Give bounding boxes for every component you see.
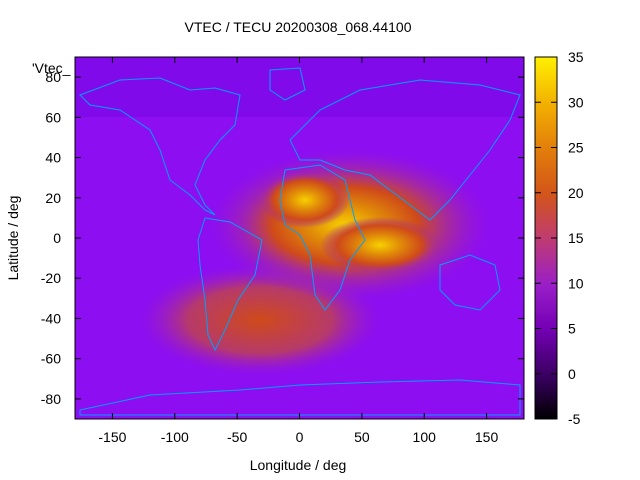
series-key: 'Vtec_: [32, 60, 71, 76]
y-tick-label: 20: [45, 190, 61, 206]
colorbar-tick-label: 15: [568, 230, 584, 246]
coastline-africa: [279, 164, 366, 311]
x-tick-label: -150: [98, 429, 126, 445]
heatmap-field: [75, 57, 524, 419]
colorbar-tick-label: 0: [568, 366, 576, 382]
heatmap-region: [320, 217, 440, 273]
coastline-australia: [439, 254, 501, 311]
y-axis-label: Latitude / deg: [5, 196, 21, 281]
y-tick-label: 80: [45, 69, 61, 85]
x-tick-label: 100: [413, 429, 437, 445]
colorbar-tick-label: 5: [568, 321, 576, 337]
x-axis: -150 -100 -50 0 50 100 150: [98, 57, 498, 445]
colorbar-tick-label: -5: [568, 411, 581, 427]
y-tick-label: -60: [41, 351, 61, 367]
y-tick-label: -20: [41, 270, 61, 286]
y-axis: -80 -60 -40 -20 0 20 40 60 80: [41, 69, 524, 407]
colorbar-tick-label: 25: [568, 140, 584, 156]
coastline-north-america: [79, 77, 241, 216]
coastline-greenland: [269, 67, 306, 101]
x-tick-label: -100: [161, 429, 189, 445]
y-tick-label: 40: [45, 150, 61, 166]
y-tick-label: -40: [41, 310, 61, 326]
colorbar-tick-label: 35: [568, 49, 584, 65]
coastline-eurasia: [289, 79, 521, 221]
x-tick-label: 0: [296, 429, 304, 445]
y-tick-label: -80: [41, 391, 61, 407]
colorbar-tick-label: 10: [568, 275, 584, 291]
y-tick-label: 60: [45, 109, 61, 125]
heatmap-region: [260, 172, 350, 228]
x-tick-label: 50: [354, 429, 370, 445]
x-tick-label: 150: [475, 429, 499, 445]
colorbar-axis: -5 0 5 10 15 20 25 30 35: [535, 49, 584, 427]
x-tick-label: -50: [227, 429, 247, 445]
chart-title: VTEC / TECU 20200308_068.44100: [184, 19, 411, 35]
coastline-south-america: [197, 217, 263, 352]
colorbar-tick-label: 30: [568, 94, 584, 110]
y-tick-label: 0: [53, 230, 61, 246]
x-axis-label: Longitude / deg: [250, 457, 347, 473]
colorbar-tick-label: 20: [568, 185, 584, 201]
